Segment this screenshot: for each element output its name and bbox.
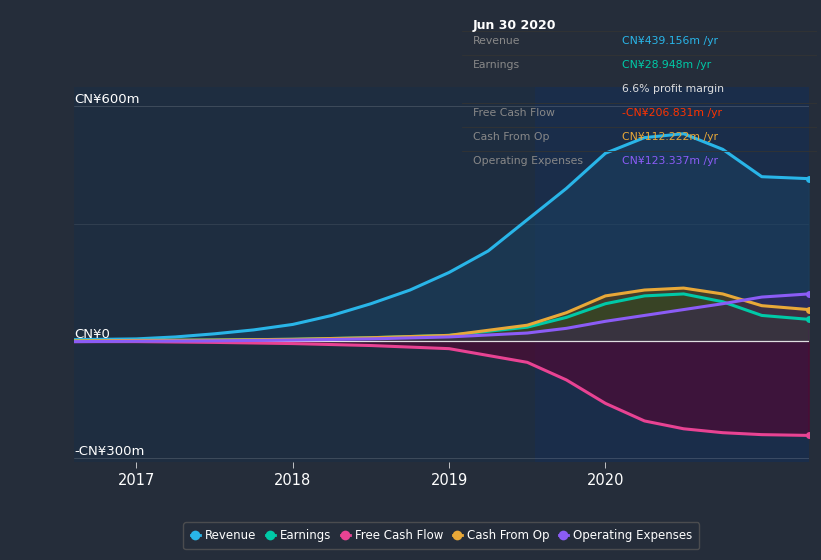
Text: Earnings: Earnings [473, 60, 520, 70]
Text: CN¥439.156m /yr: CN¥439.156m /yr [621, 36, 718, 46]
Text: Revenue: Revenue [473, 36, 521, 46]
Text: CN¥112.222m /yr: CN¥112.222m /yr [621, 132, 718, 142]
Text: Cash From Op: Cash From Op [473, 132, 549, 142]
Legend: Revenue, Earnings, Free Cash Flow, Cash From Op, Operating Expenses: Revenue, Earnings, Free Cash Flow, Cash … [183, 522, 699, 549]
Text: -CN¥300m: -CN¥300m [74, 445, 144, 458]
Text: 6.6% profit margin: 6.6% profit margin [621, 84, 724, 94]
Text: CN¥123.337m /yr: CN¥123.337m /yr [621, 156, 718, 166]
Text: CN¥0: CN¥0 [74, 328, 110, 341]
Text: CN¥28.948m /yr: CN¥28.948m /yr [621, 60, 711, 70]
Text: Jun 30 2020: Jun 30 2020 [473, 18, 557, 31]
Text: Free Cash Flow: Free Cash Flow [473, 108, 555, 118]
Text: CN¥600m: CN¥600m [74, 94, 140, 106]
Text: -CN¥206.831m /yr: -CN¥206.831m /yr [621, 108, 722, 118]
Bar [535, 87, 809, 462]
Text: Operating Expenses: Operating Expenses [473, 156, 583, 166]
